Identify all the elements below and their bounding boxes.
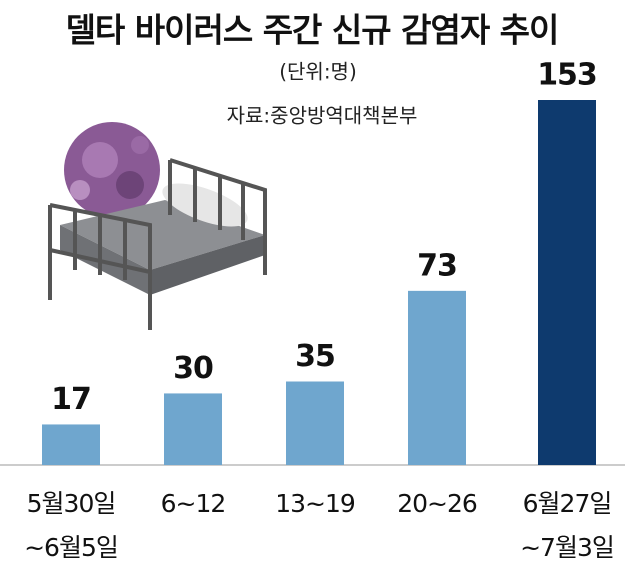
- x-tick-label: 5월30일 ~6월5일: [24, 489, 119, 562]
- bar: [286, 381, 344, 465]
- value-label: 73: [417, 248, 457, 283]
- chart-title: 델타 바이러스 주간 신규 감염자 추이: [66, 11, 559, 50]
- value-label: 35: [295, 339, 335, 374]
- source-note: 자료:중앙방역대책본부: [227, 104, 418, 128]
- unit-note: (단위:명): [279, 60, 357, 84]
- x-tick-label: 6월27일 ~7월3일: [520, 489, 615, 562]
- bar: [408, 290, 466, 465]
- value-label: 17: [51, 382, 91, 417]
- virus-detail: [82, 142, 118, 178]
- bed-side: [150, 235, 265, 295]
- x-tick-label: 13~19: [275, 489, 356, 518]
- bar: [538, 100, 596, 465]
- bed-side: [60, 225, 150, 295]
- x-tick-label: 20~26: [397, 489, 478, 518]
- value-label: 30: [173, 351, 213, 386]
- virus-detail: [70, 180, 90, 200]
- value-label: 153: [537, 58, 597, 93]
- x-tick-label: 6~12: [160, 489, 227, 518]
- pillow: [162, 183, 248, 227]
- bar: [42, 424, 100, 465]
- virus-detail: [116, 171, 144, 199]
- virus-detail: [131, 136, 149, 154]
- bed-frame: [48, 158, 267, 330]
- illustration: [48, 122, 267, 330]
- bar: [164, 393, 222, 465]
